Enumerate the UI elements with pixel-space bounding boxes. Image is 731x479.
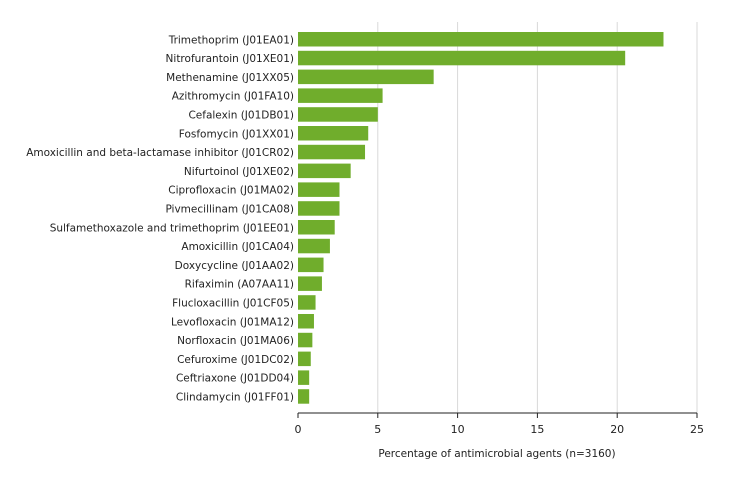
bar <box>298 389 310 404</box>
x-axis: 0 5 10 15 20 25 <box>295 412 704 436</box>
x-tick-label: 10 <box>451 423 465 436</box>
category-label: Cefuroxime (J01DC02) <box>177 354 294 366</box>
bar <box>298 201 340 216</box>
x-tick-label: 5 <box>374 423 381 436</box>
bar <box>298 126 369 141</box>
bar <box>298 88 383 103</box>
x-tick-label: 0 <box>295 423 302 436</box>
bar <box>298 182 340 197</box>
bar <box>298 332 313 348</box>
category-label: Rifaximin (A07AA11) <box>185 279 294 291</box>
x-tick-label: 15 <box>530 423 544 436</box>
bar <box>298 69 434 85</box>
bar <box>298 314 314 329</box>
category-label: Flucloxacillin (J01CF05) <box>172 297 294 309</box>
category-label: Pivmecillinam (J01CA08) <box>165 203 294 215</box>
bar <box>298 370 310 385</box>
bar <box>298 220 335 235</box>
category-label: Clindamycin (J01FF01) <box>176 391 294 403</box>
category-label: Nitrofurantoin (J01XE01) <box>166 53 294 65</box>
category-label: Doxycycline (J01AA02) <box>175 260 294 272</box>
category-label: Amoxicillin (J01CA04) <box>181 241 294 253</box>
bar <box>298 276 322 291</box>
category-label: Cefalexin (J01DB01) <box>188 109 294 121</box>
category-label: Ceftriaxone (J01DD04) <box>176 373 294 385</box>
category-label: Nifurtoinol (J01XE02) <box>184 166 294 178</box>
bar <box>298 163 351 179</box>
bar <box>298 107 378 122</box>
bar <box>298 238 330 254</box>
bars <box>298 32 664 404</box>
category-label: Methenamine (J01XX05) <box>166 72 294 84</box>
bar <box>298 50 626 66</box>
category-label: Levofloxacin (J01MA12) <box>171 316 294 328</box>
category-label: Norfloxacin (J01MA06) <box>177 335 294 347</box>
x-axis-title: Percentage of antimicrobial agents (n=31… <box>378 448 615 460</box>
category-label: Trimethoprim (J01EA01) <box>168 34 294 46</box>
bar <box>298 351 311 367</box>
category-label: Amoxicillin and beta-lactamase inhibitor… <box>26 147 294 159</box>
category-labels: Trimethoprim (J01EA01) Nitrofurantoin (J0… <box>26 34 294 403</box>
bar <box>298 257 324 273</box>
x-tick-label: 20 <box>610 423 624 436</box>
category-label: Sulfamethoxazole and trimethoprim (J01EE… <box>50 222 294 234</box>
category-label: Fosfomycin (J01XX01) <box>179 128 294 140</box>
category-label: Azithromycin (J01FA10) <box>172 91 294 103</box>
bar <box>298 32 664 47</box>
x-tick-label: 25 <box>690 423 704 436</box>
bar <box>298 144 366 160</box>
bar <box>298 295 316 310</box>
category-label: Ciprofloxacin (J01MA02) <box>168 185 294 197</box>
gridlines <box>377 22 698 413</box>
